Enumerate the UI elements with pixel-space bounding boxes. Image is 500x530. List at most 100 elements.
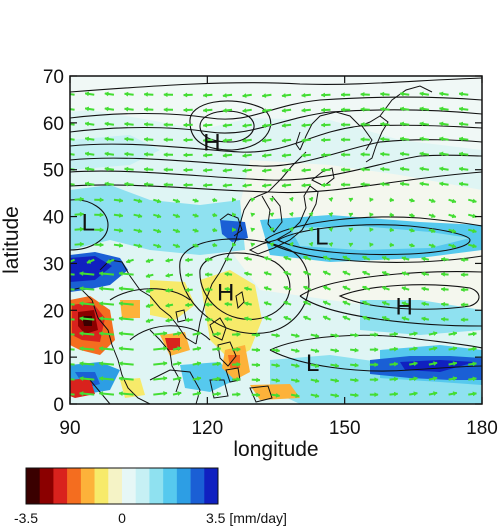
colorbar-swatches — [26, 468, 219, 504]
wind-vector-head — [163, 167, 168, 173]
wind-vector — [70, 348, 75, 351]
wind-vector-head — [242, 153, 247, 159]
wind-vector-head — [204, 272, 209, 278]
wind-vector-head — [322, 285, 328, 291]
wind-vector-head — [458, 136, 464, 142]
wind-vector-head — [137, 213, 143, 219]
wind-vector-head — [458, 151, 464, 157]
colorbar-swatch — [80, 468, 95, 504]
wind-vector-head — [143, 166, 148, 172]
wind-vector-head — [413, 391, 418, 397]
wind-vector-head — [374, 332, 379, 338]
wind-vector-head — [242, 183, 247, 189]
wind-vector-head — [118, 316, 123, 322]
wind-vector-head — [79, 376, 84, 382]
wind-vector-head — [340, 167, 345, 173]
wind-vector-head — [283, 270, 289, 276]
wind-vector-head — [98, 376, 104, 382]
wind-vector-head — [99, 197, 104, 203]
wind-vector-head — [242, 168, 247, 174]
wind-vector-head — [256, 362, 261, 368]
wind-vector-head — [275, 377, 281, 383]
wind-vector-head — [163, 390, 168, 396]
wind-vector-head — [104, 151, 109, 157]
wind-vector — [70, 333, 75, 336]
wind-vector-head — [379, 121, 385, 127]
high-pressure-label: H — [203, 130, 220, 157]
wind-vector-head — [393, 346, 399, 352]
wind-vector-head — [84, 181, 90, 187]
wind-vector-head — [369, 227, 374, 233]
wind-vector-head — [322, 315, 328, 321]
wind-vector-head — [472, 376, 477, 382]
wind-vector-head — [79, 196, 85, 202]
wind-vector-head — [123, 136, 129, 142]
wind-vector-head — [303, 315, 308, 321]
wind-vector-head — [301, 122, 306, 128]
wind-vector-head — [232, 197, 237, 203]
wind-vector-head — [202, 137, 208, 143]
wind-vector-head — [204, 287, 209, 293]
wind-vector-head — [334, 348, 340, 353]
wind-vector — [70, 318, 75, 321]
wind-vector-head — [381, 300, 387, 306]
wind-vector-head — [354, 362, 359, 368]
wind-vector-head — [460, 257, 465, 263]
y-tick-label: 40 — [43, 208, 64, 229]
wind-vector-head — [236, 331, 241, 337]
wind-vector-head — [379, 166, 385, 172]
wind-vector-head — [281, 152, 286, 158]
wind-vector-head — [216, 376, 222, 382]
wind-vector-head — [399, 136, 405, 142]
wind-vector-head — [175, 228, 181, 234]
wind-vector-head — [421, 301, 426, 307]
wind-vector-head — [196, 391, 202, 397]
wind-vector-head — [401, 256, 407, 262]
wind-vector-head — [263, 301, 269, 306]
wind-vector-head — [98, 286, 104, 292]
wind-vector-head — [303, 270, 308, 276]
y-tick-label: 60 — [43, 114, 64, 135]
wind-vector-head — [314, 393, 320, 399]
wind-vector-head — [295, 378, 300, 384]
wind-vector-head — [472, 243, 477, 249]
y-tick-labels: 0 10 20 30 40 50 60 70 — [43, 67, 64, 416]
wind-vector-head — [362, 255, 367, 261]
wind-vector-head — [413, 376, 418, 382]
wind-vector-head — [118, 376, 123, 382]
wind-vector-head — [322, 300, 328, 306]
wind-vector-head — [196, 346, 202, 352]
wind-vector-head — [236, 346, 241, 352]
wind-vector-head — [433, 391, 438, 397]
wind-vector-head — [118, 331, 123, 337]
wind-vector-head — [283, 285, 289, 291]
map-plot: H L L H H L — [69, 75, 483, 405]
wind-vector-head — [430, 213, 436, 219]
wind-vector-head — [125, 258, 131, 264]
wind-vector-head — [438, 181, 444, 187]
wind-vector-head — [281, 167, 286, 173]
wind-vector-head — [99, 212, 104, 218]
wind-vector-head — [250, 242, 256, 248]
wind-vector-head — [212, 242, 218, 248]
wind-vector-head — [250, 197, 256, 203]
colorbar-swatch — [176, 468, 191, 504]
wind-vector-head — [322, 255, 328, 261]
wind-vector-head — [118, 346, 123, 352]
wind-vector-head — [419, 136, 424, 142]
wind-vector-head — [410, 227, 415, 233]
wind-vector-head — [163, 375, 168, 381]
wind-vector-head — [84, 151, 90, 157]
wind-vector-head — [360, 136, 365, 142]
wind-vector-head — [165, 302, 170, 308]
wind-vector-head — [419, 181, 424, 187]
wind-vector-head — [314, 333, 320, 339]
wind-vector — [70, 363, 75, 366]
wind-vector-head — [328, 197, 333, 203]
colorbar-swatch — [26, 468, 41, 504]
wind-vector-head — [320, 137, 326, 143]
wind-vector-head — [163, 331, 168, 336]
wind-vector-head — [393, 361, 399, 367]
wind-vector-head — [202, 122, 208, 128]
wind-vector-head — [360, 106, 365, 112]
